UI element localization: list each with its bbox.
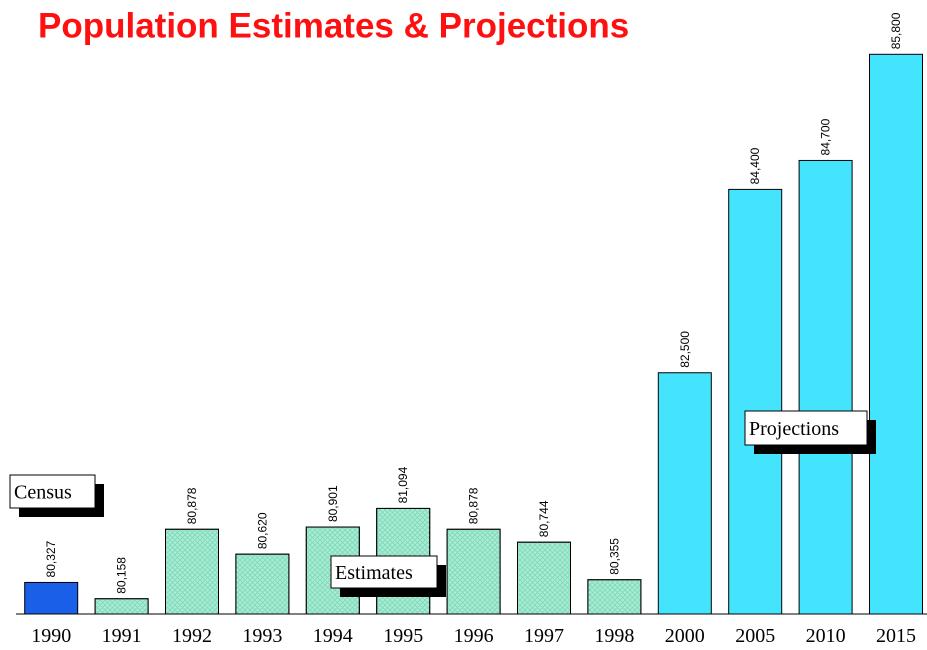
bar xyxy=(657,372,712,615)
bar xyxy=(798,159,853,615)
x-tick-label: 1998 xyxy=(594,625,634,647)
value-label: 80,355 xyxy=(607,538,621,575)
x-tick-label: 2000 xyxy=(665,625,705,647)
value-label: 80,158 xyxy=(115,557,129,594)
x-tick-label: 2010 xyxy=(806,625,846,647)
x-tick-label: 1994 xyxy=(313,625,353,647)
annotation: Census xyxy=(14,482,72,504)
annotation-box xyxy=(744,410,868,446)
bar-hatch xyxy=(165,528,219,615)
bar xyxy=(728,188,783,615)
value-label: 84,400 xyxy=(748,147,762,184)
value-label: 80,744 xyxy=(537,500,551,537)
value-label: 80,327 xyxy=(44,540,58,577)
annotation-box xyxy=(330,555,438,589)
bar-hatch xyxy=(587,579,642,615)
chart-title: Population Estimates & Projections xyxy=(38,6,629,45)
x-tick-label: 2015 xyxy=(876,625,916,647)
bar-hatch xyxy=(446,528,501,615)
x-tick-label: 1993 xyxy=(242,625,282,647)
value-label: 80,620 xyxy=(255,512,269,549)
value-label: 80,901 xyxy=(326,485,340,522)
annotation: Projections xyxy=(749,418,839,440)
x-tick-label: 1992 xyxy=(172,625,212,647)
bar-hatch xyxy=(517,541,571,615)
value-label: 80,878 xyxy=(185,487,199,524)
value-label: 82,500 xyxy=(678,331,692,368)
value-label: 81,094 xyxy=(396,466,410,503)
bar-hatch xyxy=(235,553,290,615)
x-tick-label: 1997 xyxy=(524,625,564,647)
annotation: Estimates xyxy=(335,562,413,584)
x-tick-label: 2005 xyxy=(735,625,775,647)
x-tick-label: 1995 xyxy=(383,625,423,647)
x-tick-label: 1996 xyxy=(454,625,494,647)
bar xyxy=(24,581,79,615)
x-tick-label: 1990 xyxy=(31,625,71,647)
value-label: 84,700 xyxy=(819,118,833,155)
x-tick-label: 1991 xyxy=(102,625,142,647)
bar-hatch xyxy=(94,598,149,615)
annotation-box xyxy=(9,474,96,509)
value-label: 85,800 xyxy=(889,12,903,49)
value-label: 80,878 xyxy=(467,487,481,524)
bar xyxy=(869,53,923,615)
